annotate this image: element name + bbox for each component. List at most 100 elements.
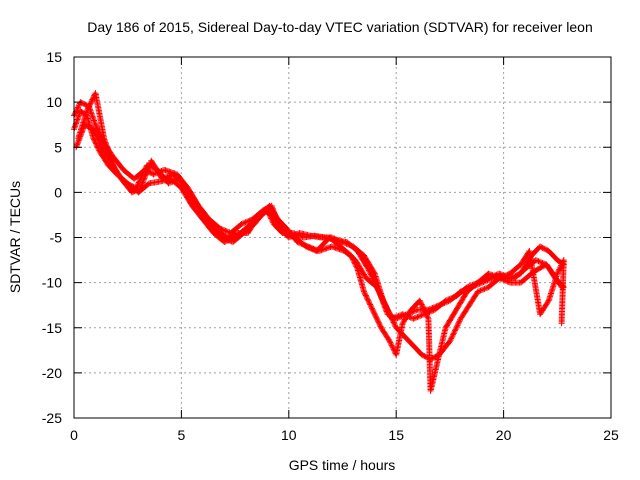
- data-point-marker: [395, 312, 402, 319]
- data-point-marker: [95, 137, 102, 144]
- data-point-marker: [480, 286, 487, 293]
- data-point-marker: [152, 165, 159, 172]
- data-point-marker: [382, 302, 389, 309]
- data-point-marker: [87, 100, 94, 107]
- data-point-marker: [451, 327, 458, 334]
- data-point-marker: [418, 312, 425, 319]
- data-point-marker: [481, 285, 488, 292]
- data-point-marker: [368, 305, 375, 312]
- data-point-marker: [372, 311, 379, 318]
- data-point-marker: [536, 258, 543, 265]
- data-point-marker: [445, 296, 452, 303]
- data-point-marker: [501, 272, 508, 279]
- x-tick-label: 10: [281, 427, 297, 443]
- series-track-a: [71, 108, 565, 322]
- data-point-marker: [307, 245, 314, 252]
- data-point-marker: [225, 237, 232, 244]
- data-point-marker: [410, 315, 417, 322]
- data-point-marker: [73, 107, 80, 114]
- data-point-marker: [73, 142, 80, 149]
- data-point-marker: [219, 234, 226, 241]
- data-point-marker: [304, 244, 311, 251]
- data-point-marker: [349, 255, 356, 262]
- data-point-marker: [95, 136, 102, 143]
- data-point-marker: [75, 103, 82, 110]
- data-point-marker: [230, 231, 237, 238]
- data-point-marker: [455, 319, 462, 326]
- data-point-marker: [140, 168, 147, 175]
- data-point-marker: [170, 178, 177, 185]
- data-point-marker: [448, 334, 455, 341]
- data-point-marker: [88, 99, 95, 106]
- x-tick-label: 15: [388, 427, 404, 443]
- data-point-marker: [93, 122, 100, 129]
- data-point-marker: [387, 312, 394, 319]
- data-point-marker: [505, 279, 512, 286]
- data-point-marker: [387, 339, 394, 346]
- data-point-marker: [97, 141, 104, 148]
- data-point-marker: [165, 180, 172, 187]
- data-point-marker: [83, 108, 90, 115]
- data-point-marker: [150, 171, 157, 178]
- data-point-marker: [98, 142, 105, 149]
- data-point-marker: [399, 311, 406, 318]
- data-point-marker: [92, 121, 99, 128]
- data-point-marker: [352, 262, 359, 269]
- data-point-marker: [135, 179, 142, 186]
- x-tick-label: 25: [603, 427, 619, 443]
- data-point-marker: [453, 325, 460, 332]
- data-point-marker: [424, 313, 431, 320]
- data-point-marker: [419, 302, 426, 309]
- y-tick-label: -15: [42, 320, 62, 336]
- data-point-marker: [293, 231, 300, 238]
- data-point-marker: [369, 274, 376, 281]
- data-point-marker: [227, 232, 234, 239]
- data-point-marker: [86, 101, 93, 108]
- y-tick-label: 10: [46, 94, 62, 110]
- series-track-d: [75, 90, 567, 394]
- data-point-marker: [142, 166, 149, 173]
- data-point-marker: [95, 146, 102, 153]
- data-point-marker: [447, 295, 454, 302]
- data-point-marker: [488, 271, 495, 278]
- data-point-marker: [384, 306, 391, 313]
- data-point-marker: [94, 135, 101, 142]
- data-point-marker: [149, 164, 156, 171]
- data-point-marker: [504, 278, 511, 285]
- data-point-marker: [515, 271, 522, 278]
- data-point-marker: [362, 291, 369, 298]
- data-point-marker: [448, 335, 455, 342]
- data-point-marker: [556, 265, 563, 272]
- data-point-marker: [367, 301, 374, 308]
- data-point-marker: [245, 218, 252, 225]
- data-point-marker: [388, 340, 395, 347]
- data-point-marker: [89, 96, 96, 103]
- data-point-marker: [350, 257, 357, 264]
- data-point-marker: [381, 299, 388, 306]
- data-point-marker: [390, 319, 397, 326]
- data-point-marker: [371, 310, 378, 317]
- data-point-marker: [376, 289, 383, 296]
- data-point-marker: [447, 336, 454, 343]
- data-point-marker: [451, 328, 458, 335]
- data-points-layer: [71, 90, 567, 394]
- data-point-marker: [371, 269, 378, 276]
- data-point-marker: [241, 219, 248, 226]
- data-point-marker: [246, 217, 253, 224]
- data-point-marker: [388, 342, 395, 349]
- data-point-marker: [489, 272, 496, 279]
- data-point-marker: [172, 177, 179, 184]
- data-point-marker: [342, 240, 349, 247]
- data-point-marker: [365, 297, 372, 304]
- data-point-marker: [228, 232, 235, 239]
- data-point-marker: [383, 304, 390, 311]
- data-point-marker: [446, 295, 453, 302]
- data-point-marker: [446, 338, 453, 345]
- data-point-marker: [125, 181, 132, 188]
- data-point-marker: [364, 296, 371, 303]
- data-point-marker: [368, 272, 375, 279]
- x-tick-label: 5: [178, 427, 186, 443]
- data-point-marker: [92, 130, 99, 137]
- data-point-marker: [421, 306, 428, 313]
- data-point-marker: [285, 231, 292, 238]
